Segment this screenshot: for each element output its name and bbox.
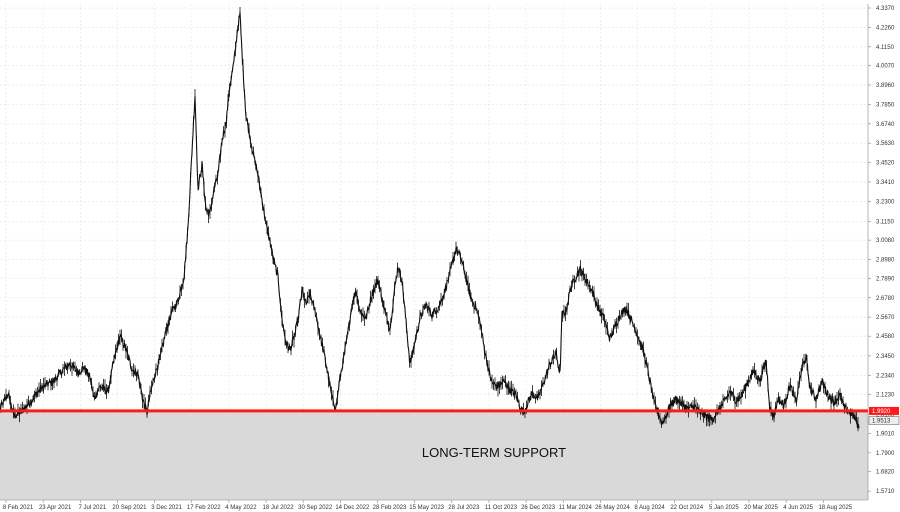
x-tick-label: 18 Jul 2022 xyxy=(263,505,295,511)
x-tick-label: 11 Oct 2023 xyxy=(485,505,518,511)
y-tick-label: 3.6740 xyxy=(876,122,895,128)
y-tick-label: 2.6780 xyxy=(876,296,895,302)
x-tick-label: 20 Mar 2025 xyxy=(744,505,778,511)
y-tick-label: 2.0100 xyxy=(876,412,895,418)
x-tick-label: 7 Jul 2021 xyxy=(78,505,106,511)
y-tick-label: 2.7890 xyxy=(876,276,895,282)
y-tick-label: 3.5630 xyxy=(876,141,895,147)
x-tick-label: 17 Feb 2022 xyxy=(187,505,221,511)
x-tick-label: 20 Sep 2021 xyxy=(112,505,147,511)
y-tick-label: 2.3450 xyxy=(876,354,895,360)
y-tick-label: 4.3370 xyxy=(876,6,895,12)
x-tick-label: 4 Jun 2025 xyxy=(783,505,813,511)
x-tick-label: 8 Aug 2024 xyxy=(634,505,665,511)
y-tick-label: 1.6820 xyxy=(876,470,895,476)
y-tick-label: 3.0080 xyxy=(876,238,895,244)
x-tick-label: 28 Jul 2023 xyxy=(448,505,480,511)
support-price-tag xyxy=(869,406,899,415)
x-axis: 8 Feb 2021 23 Apr 2021 7 Jul 2021 20 Sep 20… xyxy=(0,499,868,511)
y-tick-label: 2.2340 xyxy=(876,373,895,379)
y-tick-label: 2.1230 xyxy=(876,393,895,399)
x-tick-label: 5 Jan 2025 xyxy=(709,505,739,511)
current-price-label: 1.9513 xyxy=(872,419,891,425)
y-tick-label: 2.4580 xyxy=(876,334,895,340)
x-tick-label: 11 Mar 2024 xyxy=(559,505,593,511)
x-tick-label: 14 Dec 2022 xyxy=(335,505,370,511)
y-tick-label: 2.8980 xyxy=(876,257,895,263)
x-tick-label: 28 Feb 2023 xyxy=(373,505,407,511)
support-annotation: LONG-TERM SUPPORT xyxy=(422,445,566,460)
x-tick-label: 4 May 2022 xyxy=(225,505,257,511)
y-tick-label: 3.7850 xyxy=(876,102,895,108)
y-tick-label: 1.7900 xyxy=(876,451,895,457)
x-tick-label: 3 Dec 2021 xyxy=(151,505,182,511)
y-tick-label: 4.2260 xyxy=(876,25,895,31)
y-tick-label: 3.8960 xyxy=(876,83,895,89)
support-price-label: 1.9920 xyxy=(872,409,891,415)
current-price-tag xyxy=(868,416,900,425)
y-tick-label: 3.3410 xyxy=(876,180,895,186)
x-tick-label: 26 Dec 2023 xyxy=(521,505,556,511)
x-tick-label: 18 Aug 2025 xyxy=(818,505,852,511)
y-tick-label: 3.4520 xyxy=(876,161,895,167)
x-tick-label: 15 May 2023 xyxy=(409,505,444,511)
y-tick-label: 4.0070 xyxy=(876,64,895,70)
price-series xyxy=(0,7,860,432)
x-tick-label: 22 Oct 2024 xyxy=(670,505,703,511)
support-zone xyxy=(0,410,868,500)
y-tick-label: 1.9010 xyxy=(876,431,895,437)
y-tick-label: 3.2300 xyxy=(876,199,895,205)
y-tick-label: 4.1150 xyxy=(876,45,895,51)
price-tags: 1.9920 1.9513 xyxy=(868,406,900,425)
y-tick-label: 1.5710 xyxy=(876,489,895,495)
x-tick-label: 23 Apr 2021 xyxy=(39,505,72,511)
x-tick-label: 26 May 2024 xyxy=(595,505,630,511)
y-axis: 4.3370 4.2260 4.1150 4.0070 3.8960 3.7850 3.67… xyxy=(867,4,895,500)
y-tick-label: 2.5670 xyxy=(876,315,895,321)
y-tick-label: 3.1150 xyxy=(876,219,895,225)
x-tick-label: 30 Sep 2022 xyxy=(298,505,333,511)
x-tick-label: 8 Feb 2021 xyxy=(3,505,34,511)
